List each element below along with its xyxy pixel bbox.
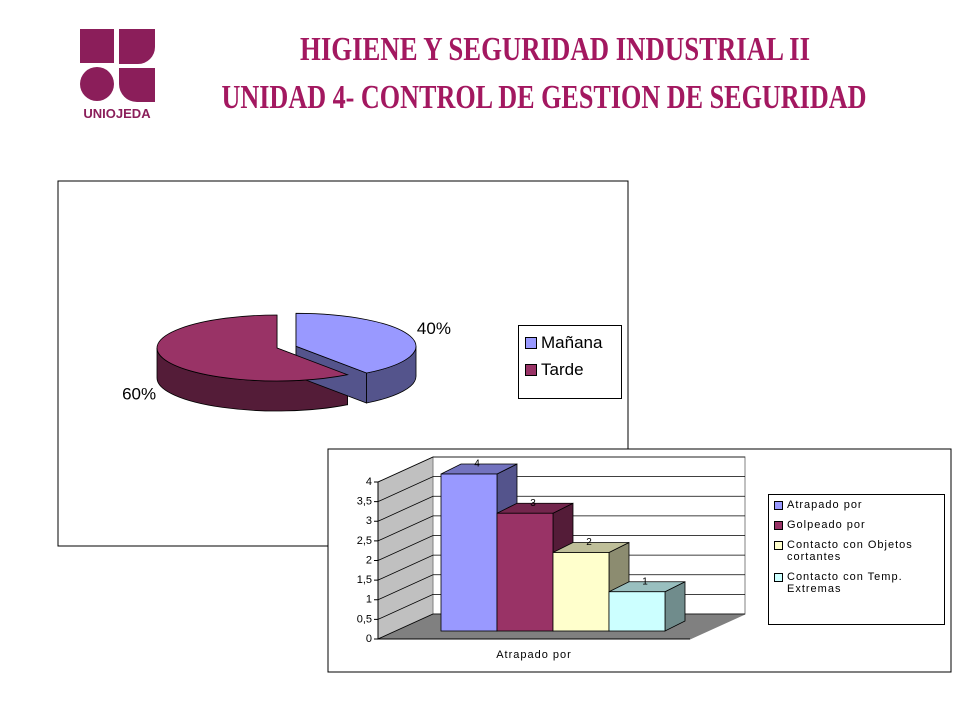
y-tick-label: 3,5 [357, 496, 372, 508]
grid-line [377, 574, 745, 601]
data-label: 2 [586, 537, 592, 548]
data-label: 3 [530, 498, 536, 509]
title-line: HIGIENE Y SEGURIDAD INDUSTRIAL II [300, 31, 810, 68]
y-tick-label: 2 [366, 554, 372, 566]
logo: UNIOJEDA [80, 29, 155, 121]
grid-line [377, 476, 745, 502]
legend-swatch [525, 336, 537, 349]
grid-line [377, 456, 745, 483]
data-label: 40% [417, 319, 451, 338]
legend-swatch [774, 501, 783, 510]
bar [496, 512, 554, 632]
grid-line [377, 515, 745, 542]
legend: Atrapado por Golpeado por Contacto con Obj… [768, 494, 945, 625]
legend-label: Golpeado por [787, 519, 866, 531]
grid-line [377, 535, 745, 561]
y-tick-label: 1 [366, 594, 372, 606]
logo-text: UNIOJEDA [83, 106, 151, 121]
legend-swatch [525, 363, 537, 376]
legend-item: Atrapado por [774, 499, 939, 511]
grid-line [377, 554, 745, 581]
data-label: 4 [474, 459, 480, 470]
bar [440, 473, 498, 632]
legend-item: Tarde [525, 361, 615, 378]
x-tick-label: Atrapado por [496, 649, 572, 661]
legend-label: Mañana [541, 333, 603, 352]
data-label: 60% [122, 384, 156, 403]
pie-slice [156, 314, 349, 382]
bar [552, 552, 610, 632]
grid-line [377, 495, 745, 522]
legend-item: Contacto con Temp. Extremas [774, 571, 939, 595]
legend-label: Contacto con Objetos cortantes [787, 539, 913, 563]
y-tick-label: 3 [366, 515, 372, 527]
y-tick-label: 4 [366, 476, 372, 488]
bar [608, 591, 666, 632]
legend-label: Atrapado por [787, 499, 863, 511]
legend-swatch [774, 521, 783, 530]
legend-item: Mañana [525, 334, 615, 351]
legend-swatch [774, 573, 783, 582]
y-tick-label: 0,5 [357, 613, 372, 625]
title-line: UNIDAD 4- CONTROL DE GESTION DE SEGURIDA… [222, 79, 867, 116]
legend: Mañana Tarde [518, 325, 622, 399]
legend-label: Contacto con Temp. Extremas [787, 571, 903, 595]
legend-swatch [774, 541, 783, 550]
legend-item: Contacto con Objetos cortantes [774, 539, 939, 563]
y-tick-label: 2,5 [357, 535, 372, 547]
pie-slice [295, 312, 417, 374]
legend-item: Golpeado por [774, 519, 939, 531]
y-tick-label: 1,5 [357, 574, 372, 586]
data-label: 1 [642, 576, 648, 587]
legend-label: Tarde [541, 360, 584, 379]
y-tick-label: 0 [366, 633, 372, 645]
